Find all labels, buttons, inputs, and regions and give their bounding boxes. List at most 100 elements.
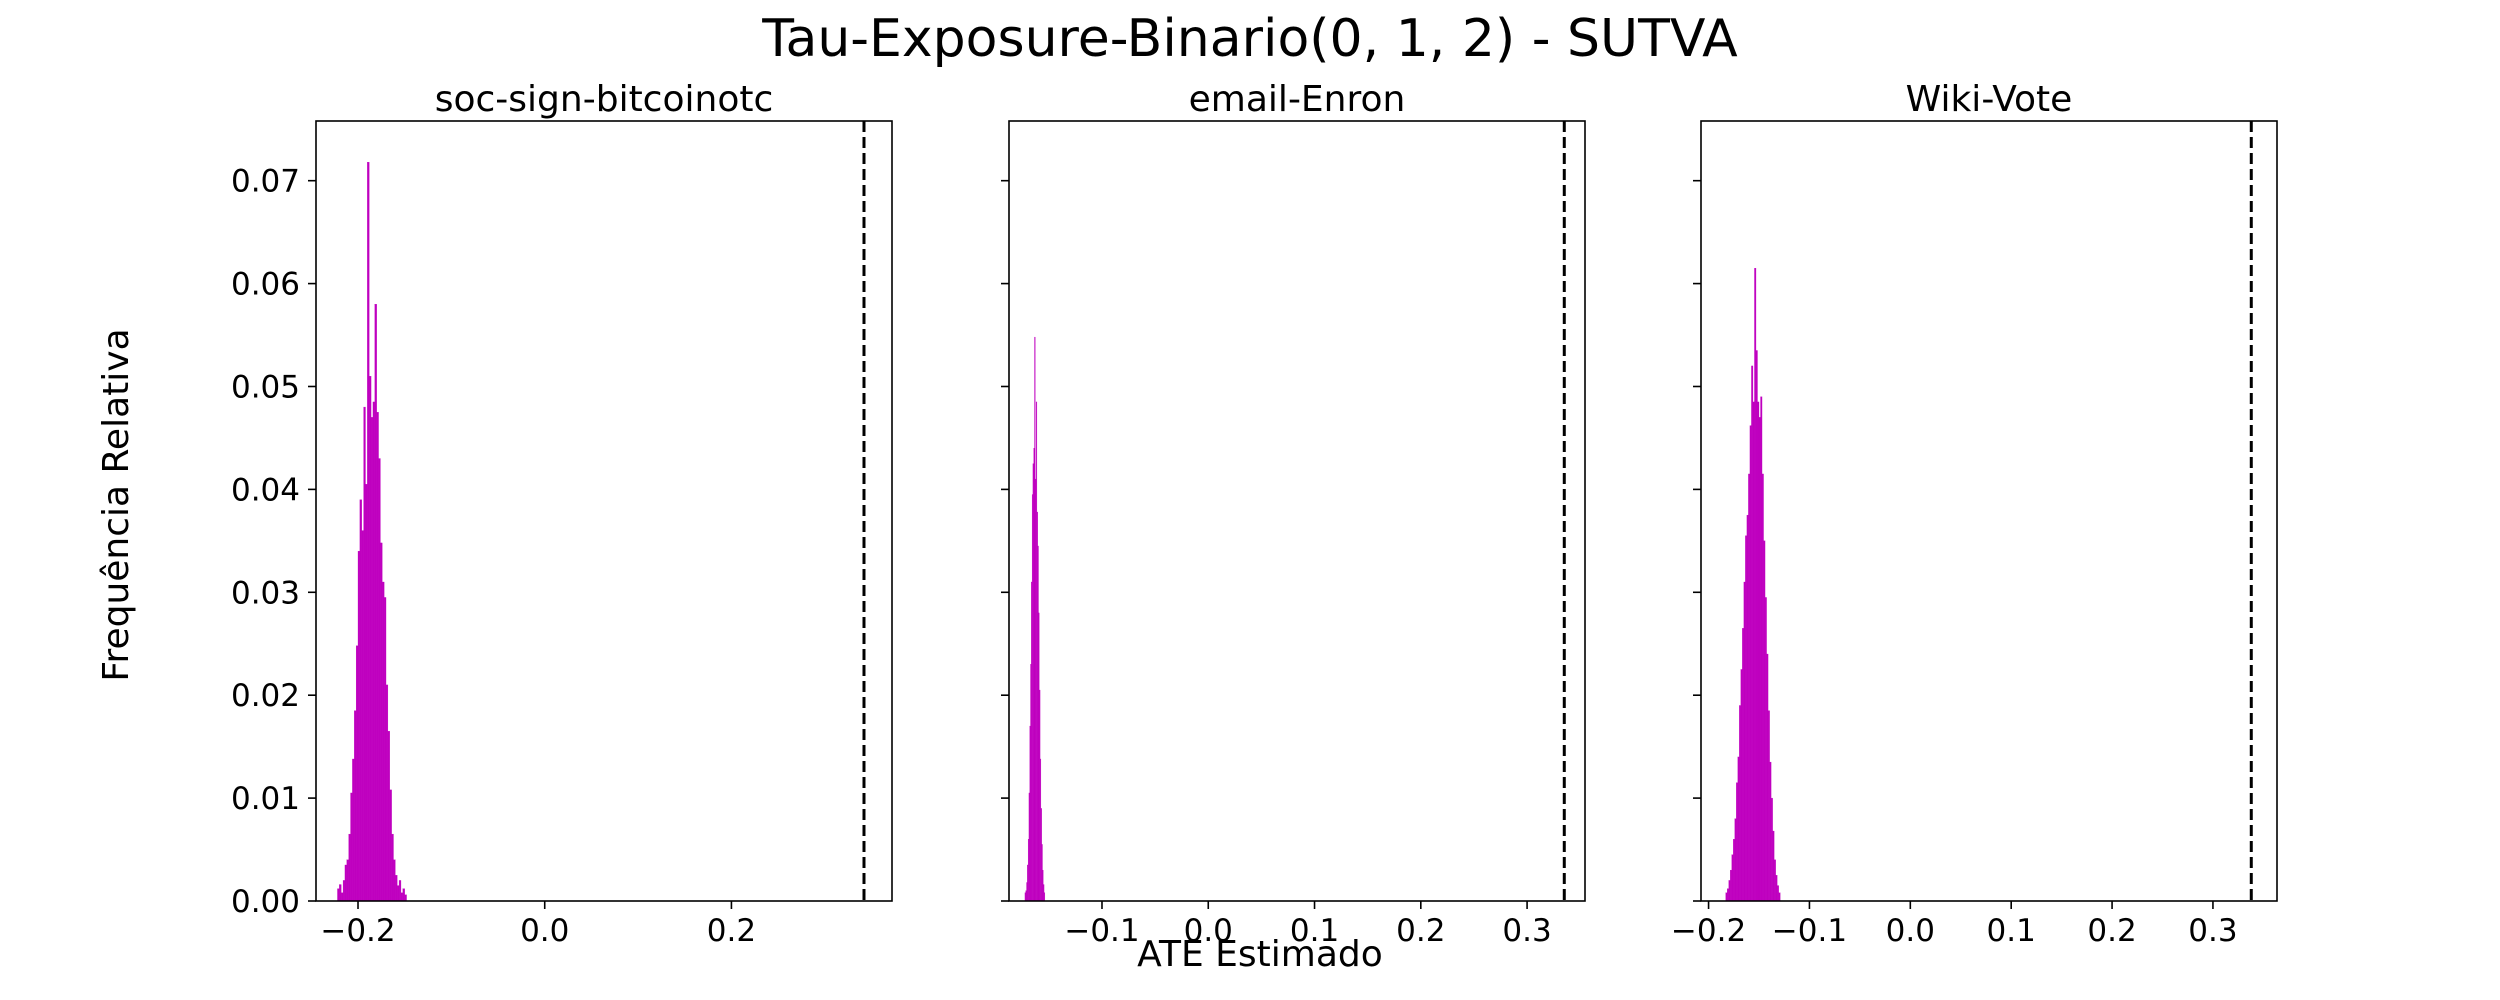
- histogram-bar: [1757, 401, 1760, 902]
- histogram-bar: [1752, 401, 1755, 902]
- x-tick-label: −0.2: [320, 913, 395, 949]
- histogram-bar: [1766, 653, 1769, 902]
- histogram-bar: [359, 499, 362, 902]
- histogram-bar: [342, 880, 346, 902]
- x-tick-label: 0.3: [2188, 913, 2237, 949]
- histogram-bar: [1777, 885, 1779, 902]
- subplot-title: email-Enron: [1189, 79, 1406, 120]
- histogram-bar: [1745, 535, 1748, 902]
- histogram-bar: [1736, 782, 1738, 902]
- subplot-2: −0.1 0.0 0.1 0.2 0.3 email-Enron: [1001, 79, 1586, 949]
- histogram-bar: [1773, 859, 1776, 902]
- histogram-bar: [1740, 669, 1743, 902]
- histogram-bar: [1763, 540, 1766, 902]
- histogram-bar: [374, 304, 377, 902]
- y-tick-label: 0.01: [231, 781, 300, 817]
- x-tick-label: 0.1: [1290, 913, 1339, 949]
- histogram-bar: [346, 859, 349, 902]
- histogram-bar: [361, 530, 364, 902]
- histogram-bar: [1730, 869, 1732, 902]
- histogram-bar: [1043, 892, 1046, 902]
- histogram-bar: [1767, 710, 1770, 902]
- x-tick-label: 0.0: [1184, 913, 1233, 949]
- histogram-bar: [395, 875, 398, 902]
- histogram-bar: [1728, 880, 1731, 902]
- histogram-bar: [1734, 818, 1737, 902]
- histogram-bar: [1731, 854, 1734, 902]
- subplot-3: −0.2 −0.1 0.0 0.1 0.2 0.3 Wiki-Vote: [1671, 79, 2278, 949]
- subplot-panels: −0.2 0.0 0.2 0.00 0.01 0.02 0.03 0.04 0.05 0.06 0.…: [231, 79, 2278, 949]
- histogram-bar: [357, 550, 361, 902]
- subplot-1: −0.2 0.0 0.2 0.00 0.01 0.02 0.03 0.04 0.05 0.06 0.…: [231, 79, 893, 949]
- histogram-bar: [380, 542, 383, 902]
- x-tick-label: 0.1: [1987, 913, 2036, 949]
- histogram-bar: [1733, 839, 1735, 902]
- axes-frame: [315, 120, 893, 902]
- histogram-bar: [369, 376, 372, 902]
- x-tick-label: 0.2: [707, 913, 756, 949]
- subplot-title: soc-sign-bitcoinotc: [435, 79, 774, 120]
- histogram-bar: [339, 884, 342, 902]
- histogram-bar: [1748, 473, 1751, 902]
- histogram-bar: [383, 597, 387, 902]
- histogram-bars: [1024, 336, 1046, 902]
- histogram-bar: [1743, 581, 1746, 902]
- x-tick-label: −0.1: [1772, 913, 1847, 949]
- histogram-bar: [350, 792, 353, 902]
- histogram-bar: [389, 789, 392, 902]
- axes-frame: [1700, 120, 2278, 902]
- histogram-bar: [1746, 514, 1749, 902]
- histogram-bar: [341, 892, 344, 902]
- histogram-bar: [365, 484, 368, 902]
- histogram-bar: [1770, 797, 1773, 902]
- y-tick-label: 0.03: [231, 575, 300, 611]
- histogram-bar: [1742, 628, 1745, 902]
- histogram-bar: [400, 892, 403, 902]
- histogram-bar: [355, 645, 359, 902]
- histogram-bar: [1754, 268, 1757, 902]
- histogram-bar: [1758, 417, 1761, 902]
- y-tick-label: 0.04: [231, 472, 300, 508]
- x-tick-label: −0.1: [1064, 913, 1139, 949]
- x-axis-label: ATE Estimado: [1137, 934, 1383, 975]
- x-tick-label: 0.2: [2087, 913, 2136, 949]
- y-tick-label: 0.06: [231, 267, 300, 303]
- histogram-bar: [1751, 365, 1754, 902]
- x-tick-label: 0.0: [520, 913, 569, 949]
- histogram-bar: [363, 406, 366, 902]
- histogram-bar: [385, 684, 389, 902]
- histogram-bar: [393, 859, 396, 902]
- histogram-bar: [387, 731, 390, 902]
- x-tick-label: 0.2: [1396, 913, 1445, 949]
- histogram-bar: [402, 888, 405, 902]
- histogram-bar: [1725, 892, 1728, 902]
- histogram-bar: [1761, 473, 1764, 902]
- histogram-bar: [382, 581, 385, 902]
- y-tick-label: 0.00: [231, 884, 300, 920]
- histogram-bar: [1739, 705, 1741, 902]
- histogram-bar: [404, 894, 407, 902]
- histogram-bar: [376, 412, 379, 902]
- histogram-bar: [1737, 756, 1740, 902]
- histogram-bar: [1769, 761, 1772, 902]
- x-tick-label: 0.3: [1502, 913, 1551, 949]
- histogram-bar: [372, 401, 375, 902]
- histogram-bar: [1727, 888, 1729, 902]
- histogram-bar: [337, 888, 340, 902]
- histogram-bar: [391, 833, 394, 902]
- y-axis-label: Frequência Relativa: [96, 328, 137, 681]
- x-tick-label: 0.0: [1886, 913, 1935, 949]
- subplot-title: Wiki-Vote: [1906, 79, 2073, 120]
- histogram-bar: [370, 417, 374, 902]
- axes-frame: [1008, 120, 1586, 902]
- histogram-bar: [348, 833, 351, 902]
- y-tick-label: 0.02: [231, 678, 300, 714]
- histogram-bar: [1764, 597, 1767, 902]
- histogram-bar: [398, 880, 402, 902]
- histogram-bar: [1772, 830, 1775, 902]
- y-tick-label: 0.05: [231, 369, 300, 405]
- histogram-bar: [1775, 875, 1778, 902]
- histogram-bar: [378, 458, 381, 902]
